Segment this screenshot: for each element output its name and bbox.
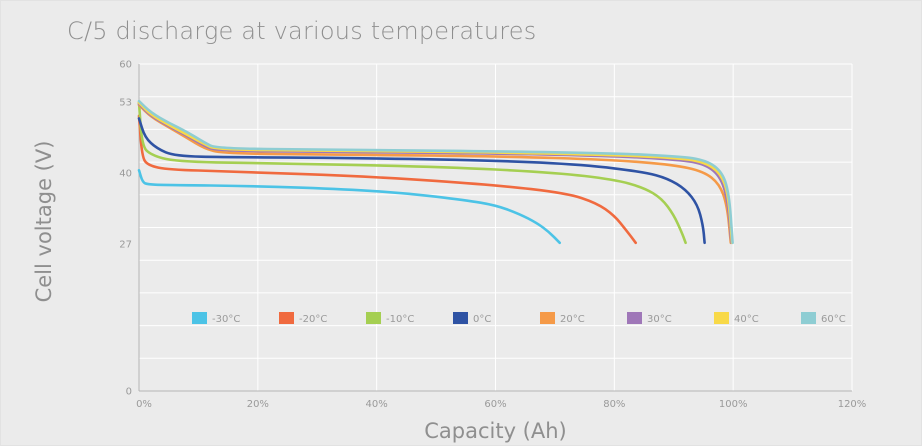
x-tick-label: 120%	[838, 399, 867, 410]
legend-label-60°C: 60°C	[821, 314, 846, 325]
x-tick-label: 60%	[484, 399, 506, 410]
legend-swatch--30°C	[192, 312, 207, 324]
y-tick-label: 40	[119, 169, 132, 180]
legend-swatch-0°C	[453, 312, 468, 324]
y-tick-label: 53	[119, 98, 132, 109]
legend-label--30°C: -30°C	[212, 314, 240, 325]
series-line-0°C	[137, 117, 706, 245]
series-line--10°C	[137, 100, 687, 245]
x-tick-label: 0%	[136, 399, 152, 410]
x-tick-label: 20%	[247, 399, 269, 410]
x-tick-label: 100%	[719, 399, 748, 410]
legend-label-20°C: 20°C	[560, 314, 585, 325]
y-axis-title: Cell voltage (V)	[32, 141, 56, 303]
legend-label-40°C: 40°C	[734, 314, 759, 325]
y-tick-label: 60	[119, 60, 132, 71]
legend-swatch-60°C	[801, 312, 816, 324]
legend-swatch-20°C	[540, 312, 555, 324]
series-line--30°C	[137, 169, 561, 245]
legend-label--20°C: -20°C	[299, 314, 327, 325]
legend-label-30°C: 30°C	[647, 314, 672, 325]
y-tick-label: 0	[126, 387, 132, 398]
legend-label--10°C: -10°C	[386, 314, 414, 325]
y-tick-label: 27	[119, 239, 132, 250]
legend-swatch--10°C	[366, 312, 381, 324]
series-line-60°C	[137, 99, 734, 245]
grid-lines	[138, 63, 853, 392]
x-tick-label: 40%	[366, 399, 388, 410]
x-tick-label: 80%	[603, 399, 625, 410]
legend-swatch-30°C	[627, 312, 642, 324]
series-lines	[137, 99, 734, 245]
legend-label-0°C: 0°C	[473, 314, 491, 325]
legend: -30°C -20°C -10°C 0°C 20°C 30°C 40°C 60°C	[192, 312, 846, 325]
chart-title: C/5 discharge at various temperatures	[67, 17, 537, 45]
legend-swatch--20°C	[279, 312, 294, 324]
x-axis-title: Capacity (Ah)	[424, 419, 567, 443]
series-line-20°C	[137, 103, 733, 245]
series-line--20°C	[137, 114, 637, 245]
legend-swatch-40°C	[714, 312, 729, 324]
